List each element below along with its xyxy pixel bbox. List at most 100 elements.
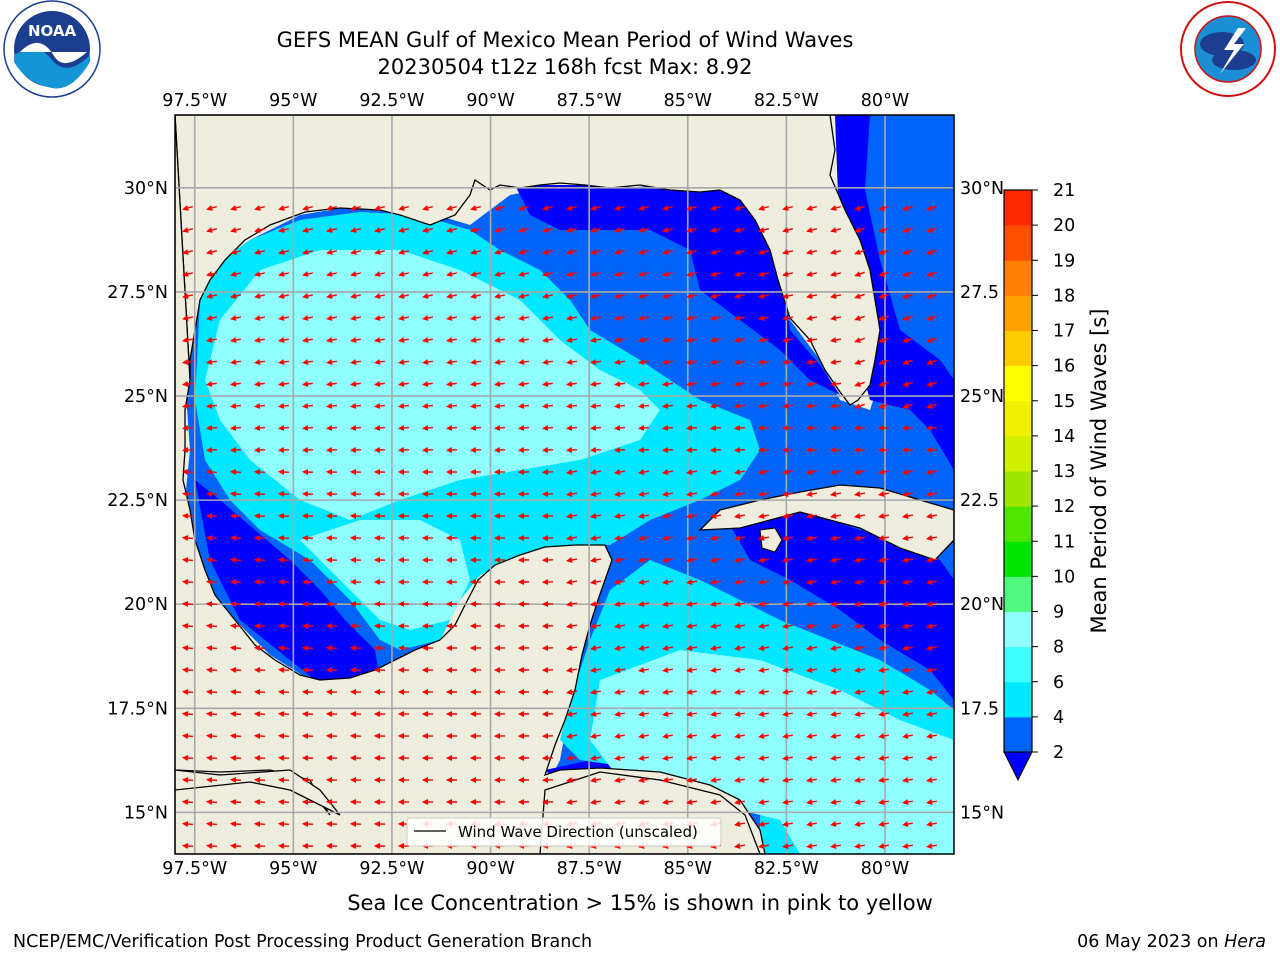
colorbar-tick-label: 18 [1053,286,1075,306]
wind-arrow [302,315,314,321]
lat-label-left: 15°N [124,803,168,823]
wind-arrow [566,491,578,497]
wind-arrow [806,689,818,695]
wind-arrow [230,711,242,717]
wind-arrow [878,513,890,519]
wind-arrow [710,403,722,409]
wind-arrow [662,359,674,365]
wind-arrow [806,425,818,431]
wind-arrow [662,271,674,277]
wind-arrow [542,293,554,299]
wind-arrow [590,227,602,233]
wind-arrow [806,227,818,233]
lat-label-right: 20°N [960,595,1004,615]
wind-arrow [614,315,626,321]
wind-arrow [206,843,218,849]
wind-arrow [734,579,746,585]
wind-arrow [278,535,290,541]
wind-arrow [854,755,866,761]
wind-arrow [614,381,626,387]
wind-arrow [326,315,338,321]
wind-arrow [782,557,794,563]
wind-arrow [854,337,865,343]
wind-arrow [254,777,266,783]
wind-arrow [446,205,457,211]
wind-arrow [830,381,842,387]
wind-arrow [470,205,481,211]
wind-arrow [878,733,890,739]
wind-arrow [566,381,578,387]
wind-arrow [446,249,458,255]
wind-arrow [398,425,410,431]
wind-arrow [758,843,770,849]
colorbar-tick-label: 8 [1053,638,1064,658]
wind-arrow [614,579,626,585]
wind-arrow [854,667,866,673]
wind-arrow [806,755,818,761]
wind-arrow [710,689,722,695]
wind-arrow [854,843,866,849]
wind-arrow [182,733,194,739]
wind-arrow [422,293,434,299]
wind-arrow [902,623,914,629]
wind-arrow [230,535,242,541]
wind-arrow [494,359,506,365]
wind-arrow [470,359,482,365]
wind-arrow [254,227,266,233]
colorbar-segment [1004,295,1032,331]
wind-arrow [710,425,722,431]
wind-arrow [734,711,746,717]
colorbar-tick-label: 20 [1053,216,1075,236]
lat-label-right: 15°N [960,803,1004,823]
lon-label-bottom: 82.5°W [754,859,819,879]
wind-arrow [758,755,770,761]
wind-arrow [470,227,482,233]
wind-arrow [206,249,218,255]
wind-arrow [254,645,266,651]
wind-arrow [782,821,794,827]
wind-arrow [662,337,674,343]
wind-arrow [878,381,889,387]
wind-arrow [926,667,938,673]
wind-arrow [614,557,626,563]
colorbar-segment [1004,681,1032,718]
wind-arrow [710,205,721,211]
wind-arrow [710,777,722,783]
wind-arrow [326,359,338,365]
wind-arrow [638,667,650,673]
wind-arrow [830,535,842,541]
lon-label-top: 92.5°W [359,91,424,111]
colorbar-tick-label: 21 [1053,181,1075,201]
colorbar-tick-label: 2 [1053,743,1064,763]
wind-arrow [902,447,914,453]
wind-arrow [422,271,434,277]
wind-arrow [734,843,746,849]
wind-arrow [638,645,650,651]
wind-arrow [566,469,578,475]
lat-label-left: 27.5°N [107,283,168,303]
wind-arrow [686,205,697,211]
wind-arrow [374,315,386,321]
wind-arrow [302,381,314,387]
wind-arrow [182,799,194,805]
wind-arrow [758,271,770,277]
wind-arrow [758,425,770,431]
wind-arrow [566,667,578,673]
wind-arrow [230,337,242,343]
wind-arrow [902,579,914,585]
wind-arrow [302,403,314,409]
wind-arrow [638,315,650,321]
wind-arrow [518,337,530,343]
wind-arrow [926,271,937,277]
wind-arrow [182,579,194,585]
wind-arrow [878,799,890,805]
wind-arrow [806,271,818,277]
wind-arrow [854,557,866,563]
wind-arrow [374,337,386,343]
wind-arrow [278,733,290,739]
wind-arrow [854,535,866,541]
wind-arrow [734,645,746,651]
colorbar-tick-label: 13 [1053,462,1075,482]
wind-arrow [614,469,626,475]
wind-arrow [734,799,746,805]
